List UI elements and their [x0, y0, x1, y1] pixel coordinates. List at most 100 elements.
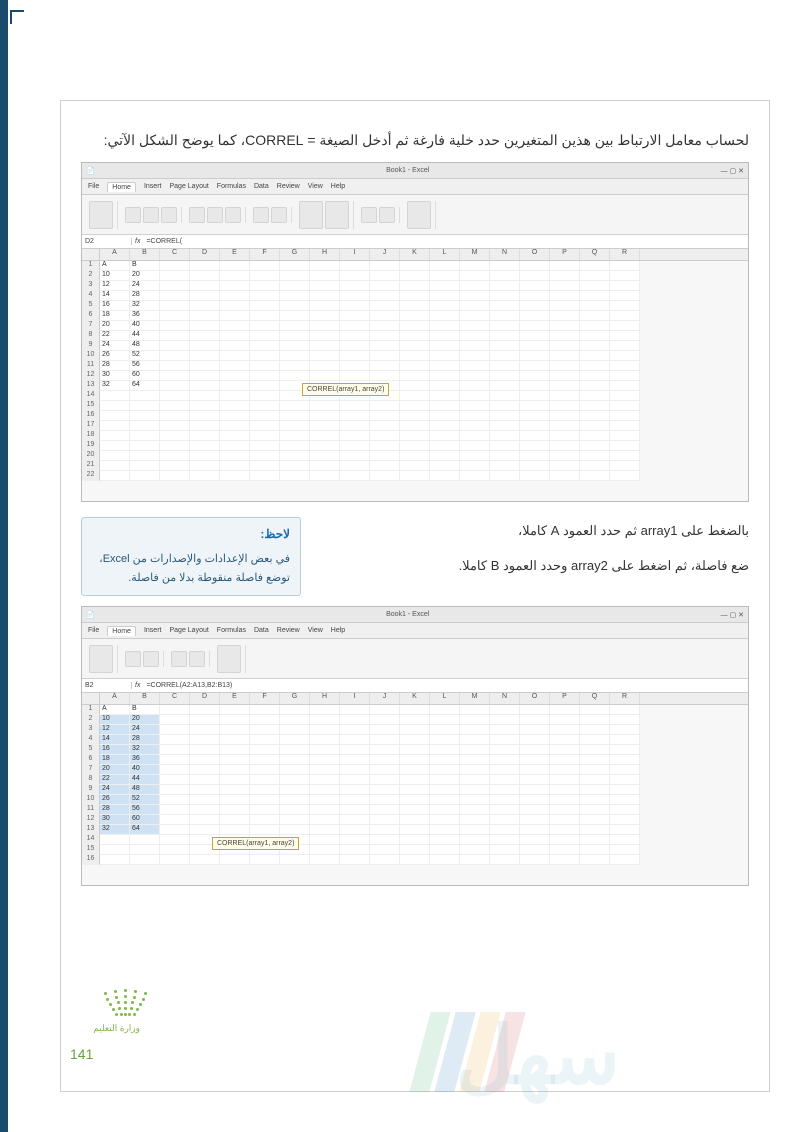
- ribbon-tab: Help: [331, 627, 345, 634]
- cell: [490, 795, 520, 805]
- cell: [580, 815, 610, 825]
- cell: [580, 765, 610, 775]
- cell: [340, 411, 370, 421]
- cell: [310, 441, 340, 451]
- cell: [340, 431, 370, 441]
- cell: [400, 341, 430, 351]
- cell: [400, 411, 430, 421]
- cell: [220, 381, 250, 391]
- cell: [580, 351, 610, 361]
- cell: [400, 815, 430, 825]
- cell: [310, 775, 340, 785]
- cell: [220, 725, 250, 735]
- cell: [430, 361, 460, 371]
- cell: [250, 291, 280, 301]
- cell: [340, 705, 370, 715]
- cell: [310, 291, 340, 301]
- cell: 56: [130, 805, 160, 815]
- cell: [130, 461, 160, 471]
- cell: [460, 735, 490, 745]
- delete-icon: [379, 207, 395, 223]
- cell: [400, 855, 430, 865]
- cell: [280, 421, 310, 431]
- cell: [400, 845, 430, 855]
- cell: [190, 461, 220, 471]
- cell: [250, 331, 280, 341]
- cell: [340, 451, 370, 461]
- excel-name-box: D2: [82, 238, 132, 245]
- cell: 56: [130, 361, 160, 371]
- cell: [490, 371, 520, 381]
- cell: 36: [130, 311, 160, 321]
- cell: [250, 421, 280, 431]
- cell: [280, 351, 310, 361]
- ribbon-tab: Formulas: [217, 183, 246, 190]
- cell: [370, 755, 400, 765]
- cell: [520, 321, 550, 331]
- cell: [490, 331, 520, 341]
- cell: 40: [130, 765, 160, 775]
- cell: [280, 261, 310, 271]
- cell: [250, 371, 280, 381]
- cell: [310, 301, 340, 311]
- cell: [370, 321, 400, 331]
- cell: [430, 451, 460, 461]
- cell: [430, 311, 460, 321]
- cell: [250, 351, 280, 361]
- cell: [370, 431, 400, 441]
- cell: [130, 431, 160, 441]
- cell: [250, 805, 280, 815]
- cell: [490, 381, 520, 391]
- cell: [400, 471, 430, 481]
- number-icon: [253, 207, 269, 223]
- cell: [520, 411, 550, 421]
- cell: [550, 755, 580, 765]
- cell: [160, 451, 190, 461]
- col-header: H: [310, 249, 340, 260]
- cell: [550, 775, 580, 785]
- cell: [460, 281, 490, 291]
- cell: [190, 735, 220, 745]
- cell: [160, 411, 190, 421]
- col-header: C: [160, 693, 190, 704]
- page-content-frame: لحساب معامل الارتباط بين هذين المتغيرين …: [60, 100, 770, 1092]
- cell: [580, 321, 610, 331]
- cell: [220, 351, 250, 361]
- row-number: 7: [82, 765, 100, 775]
- cell: [580, 361, 610, 371]
- cell: [520, 745, 550, 755]
- cell: [520, 825, 550, 835]
- cell: [490, 461, 520, 471]
- cell: [190, 785, 220, 795]
- insert-icon: [361, 207, 377, 223]
- align-icon: [171, 651, 187, 667]
- cell: [340, 835, 370, 845]
- cell: [430, 705, 460, 715]
- cell: [190, 825, 220, 835]
- cell: [370, 421, 400, 431]
- cell: [100, 431, 130, 441]
- cell: [310, 321, 340, 331]
- cell: [160, 281, 190, 291]
- cell: [340, 825, 370, 835]
- excel-save-icon: 📄: [86, 167, 95, 175]
- cell: [190, 301, 220, 311]
- cell: [250, 471, 280, 481]
- cell: [190, 755, 220, 765]
- cell: [580, 715, 610, 725]
- cell: [550, 451, 580, 461]
- cell: [430, 281, 460, 291]
- cell: [580, 281, 610, 291]
- cell: [130, 401, 160, 411]
- cell: [280, 805, 310, 815]
- cell: [490, 391, 520, 401]
- cell: [460, 341, 490, 351]
- col-header: J: [370, 693, 400, 704]
- cell: [310, 351, 340, 361]
- cell: [580, 755, 610, 765]
- cell: [400, 775, 430, 785]
- cell: [310, 745, 340, 755]
- cell: 28: [100, 361, 130, 371]
- ministry-label: وزارة التعليم: [30, 1023, 140, 1034]
- row-number: 2: [82, 715, 100, 725]
